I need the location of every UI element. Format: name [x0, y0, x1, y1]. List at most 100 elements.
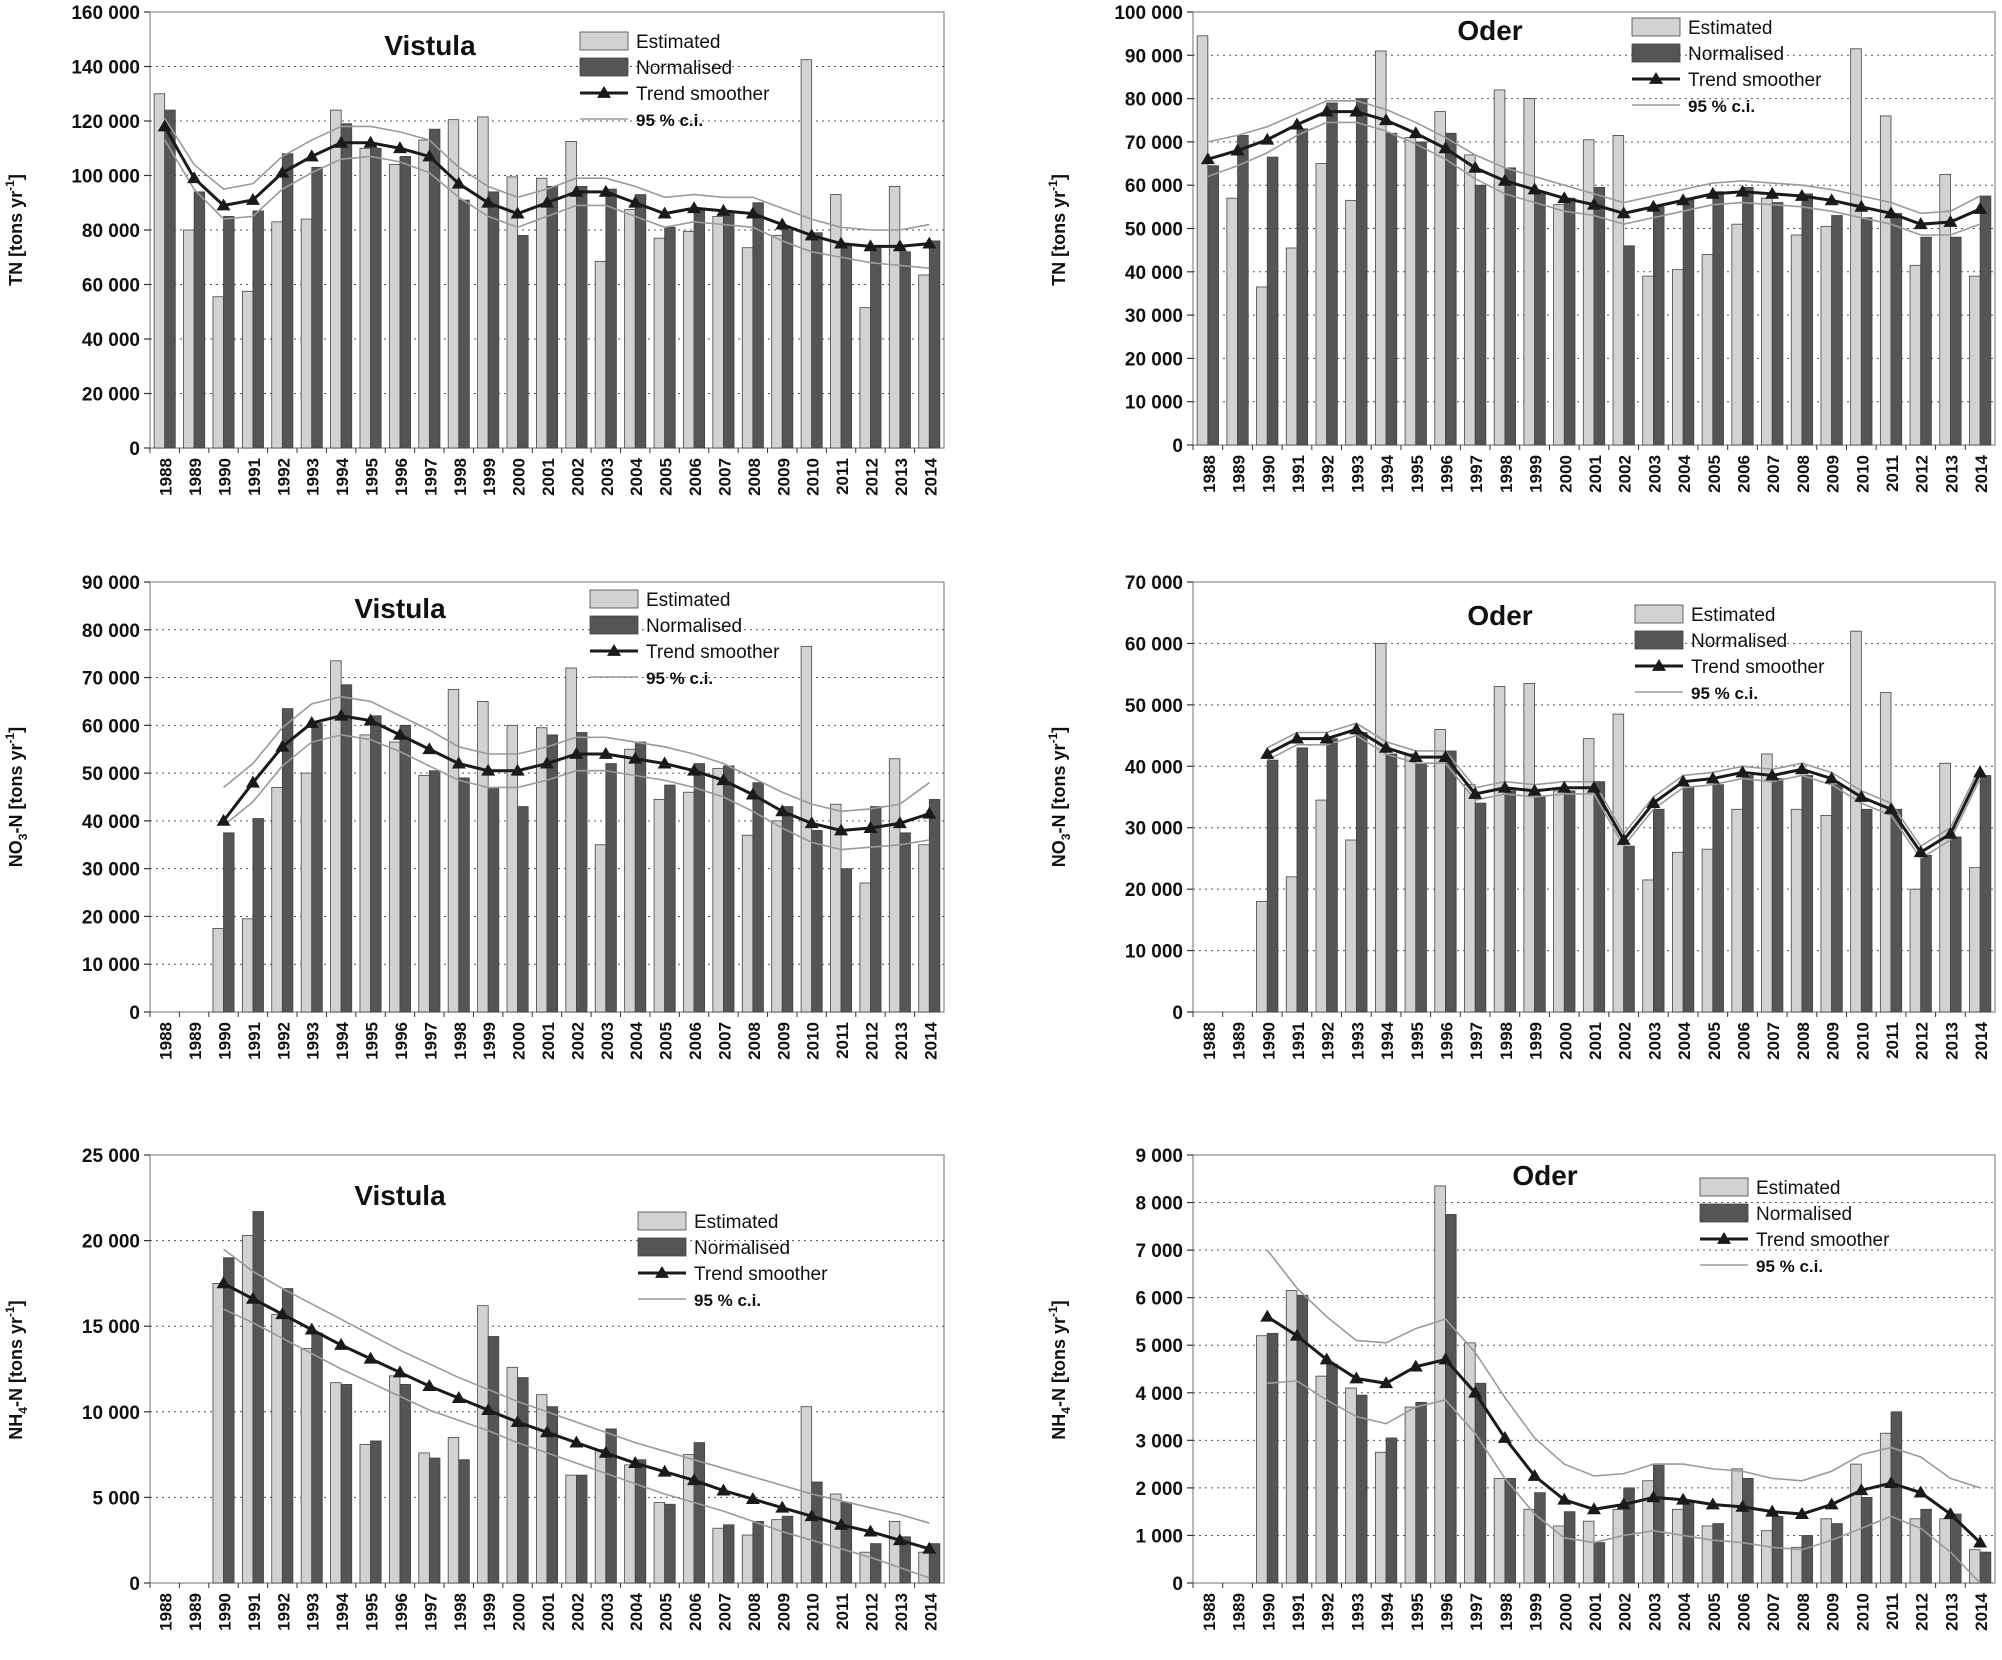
trend-marker [1824, 1497, 1839, 1510]
bar-normalised [1445, 132, 1457, 446]
trend-marker [1557, 1492, 1572, 1505]
bar-normalised [399, 1384, 411, 1584]
legend-label: Trend smoother [646, 642, 780, 663]
plot-area [1192, 1154, 1996, 1584]
x-tick-label: 1996 [392, 458, 411, 496]
trend-marker [216, 198, 231, 211]
trend-marker [892, 239, 907, 252]
y-tick-label: 100 000 [1114, 3, 1183, 24]
x-tick-label: 1991 [245, 1022, 264, 1060]
bar-normalised [370, 1440, 382, 1584]
bar-normalised [1563, 197, 1576, 446]
y-axis-label: NO3-N [tons yr-1] [3, 727, 30, 867]
x-tick-label: 1988 [157, 1593, 176, 1631]
y-axis-label: TN [tons yr-1] [1046, 174, 1069, 286]
bar-normalised [487, 787, 500, 1013]
bar-normalised [311, 722, 323, 1013]
bar-normalised [370, 715, 382, 1013]
chart-panel-oder-no3: 0 10 000 20 000 30 000 40 000 50 000 60 000 70 … [1046, 573, 1996, 1060]
legend-label: 95 % c.i. [694, 1291, 761, 1310]
trend-marker [275, 165, 290, 178]
bar-estimated [565, 141, 577, 449]
x-tick-label: 2008 [745, 1593, 764, 1631]
trend-marker [804, 816, 819, 829]
trend-marker [334, 708, 349, 721]
trend-marker [1587, 780, 1601, 793]
bar-estimated [918, 844, 930, 1013]
trend-marker [628, 751, 643, 764]
y-tick-label: 90 000 [1125, 46, 1183, 67]
y-tick-label: 0 [1172, 1003, 1183, 1024]
bar-normalised [458, 199, 470, 449]
trend-marker [304, 149, 319, 162]
legend-label: Estimated [1688, 18, 1772, 39]
x-tick-label: 2000 [510, 1022, 529, 1060]
trend-marker [1794, 1507, 1809, 1519]
x-tick-label: 2002 [1616, 455, 1635, 493]
trend-marker [892, 1533, 907, 1546]
trend-marker [1824, 193, 1839, 206]
bar-normalised [1801, 1535, 1814, 1584]
x-tick-label: 2005 [1705, 1022, 1724, 1060]
x-tick-label: 2002 [568, 1022, 587, 1060]
bar-estimated [1374, 1451, 1387, 1584]
bar-estimated [1850, 1463, 1862, 1584]
trend-marker [657, 756, 672, 769]
trend-marker [481, 763, 496, 776]
bar-estimated [477, 701, 489, 1013]
trend-marker [1705, 1497, 1720, 1510]
ci-lower-line [164, 139, 930, 269]
bar-estimated [1434, 111, 1446, 446]
bar-normalised [1474, 1382, 1487, 1584]
trend-marker [216, 813, 231, 826]
y-tick-label: 5 000 [1135, 1336, 1183, 1357]
bar-estimated [1493, 1477, 1506, 1584]
trend-marker [1913, 217, 1928, 230]
bar-normalised [546, 1406, 558, 1584]
legend: Estimated Normalised Trend smoother 95 % c.… [1634, 604, 1825, 703]
bar-normalised [1920, 854, 1932, 1013]
x-tick-label: 1991 [1289, 1022, 1308, 1060]
legend-swatch-normalised [1699, 1203, 1749, 1223]
x-tick-label: 2000 [1556, 1593, 1575, 1631]
bar-normalised [1831, 1523, 1843, 1584]
bar-normalised [840, 868, 853, 1013]
y-tick-label: 4 000 [1135, 1384, 1183, 1405]
legend-swatch-estimated [589, 589, 639, 609]
legend-trend-marker [597, 86, 611, 98]
x-tick-label: 2011 [833, 458, 852, 495]
trend-marker [1854, 790, 1869, 802]
bar-estimated [241, 918, 254, 1013]
bar-normalised [1860, 1497, 1873, 1584]
x-tick-label: 1994 [1378, 1592, 1397, 1630]
bar-normalised [1653, 206, 1665, 446]
trend-marker [1379, 1376, 1394, 1389]
bar-normalised [1682, 787, 1695, 1013]
bar-normalised [281, 708, 294, 1013]
bar-normalised [281, 1288, 294, 1584]
y-tick-label: 9 000 [1135, 1146, 1183, 1167]
legend-swatch-normalised [1631, 43, 1681, 63]
x-tick-label: 1998 [1497, 1593, 1516, 1631]
trend-marker [569, 184, 584, 197]
legend-label: Trend smoother [694, 1264, 828, 1285]
bar-normalised [928, 1543, 941, 1584]
trend-marker [216, 1276, 231, 1289]
trend-marker [922, 236, 937, 249]
x-tick-label: 1992 [274, 1022, 293, 1060]
trend-marker [1735, 765, 1750, 778]
bar-normalised [1623, 845, 1635, 1013]
x-tick-label: 2006 [1735, 1022, 1754, 1060]
x-tick-label: 2007 [715, 1022, 734, 1060]
bar-normalised [1355, 98, 1368, 446]
x-tick-label: 2010 [1853, 455, 1872, 493]
bar-estimated [1790, 1546, 1803, 1584]
x-tick-label: 1993 [304, 1022, 323, 1060]
y-tick-label: 90 000 [82, 573, 140, 594]
bar-estimated [1909, 888, 1922, 1013]
trend-marker [1735, 1499, 1750, 1512]
bar-estimated [1582, 1520, 1595, 1584]
bar-estimated [712, 767, 724, 1013]
trend-marker [1289, 731, 1304, 744]
x-tick-label: 2005 [1705, 455, 1724, 493]
